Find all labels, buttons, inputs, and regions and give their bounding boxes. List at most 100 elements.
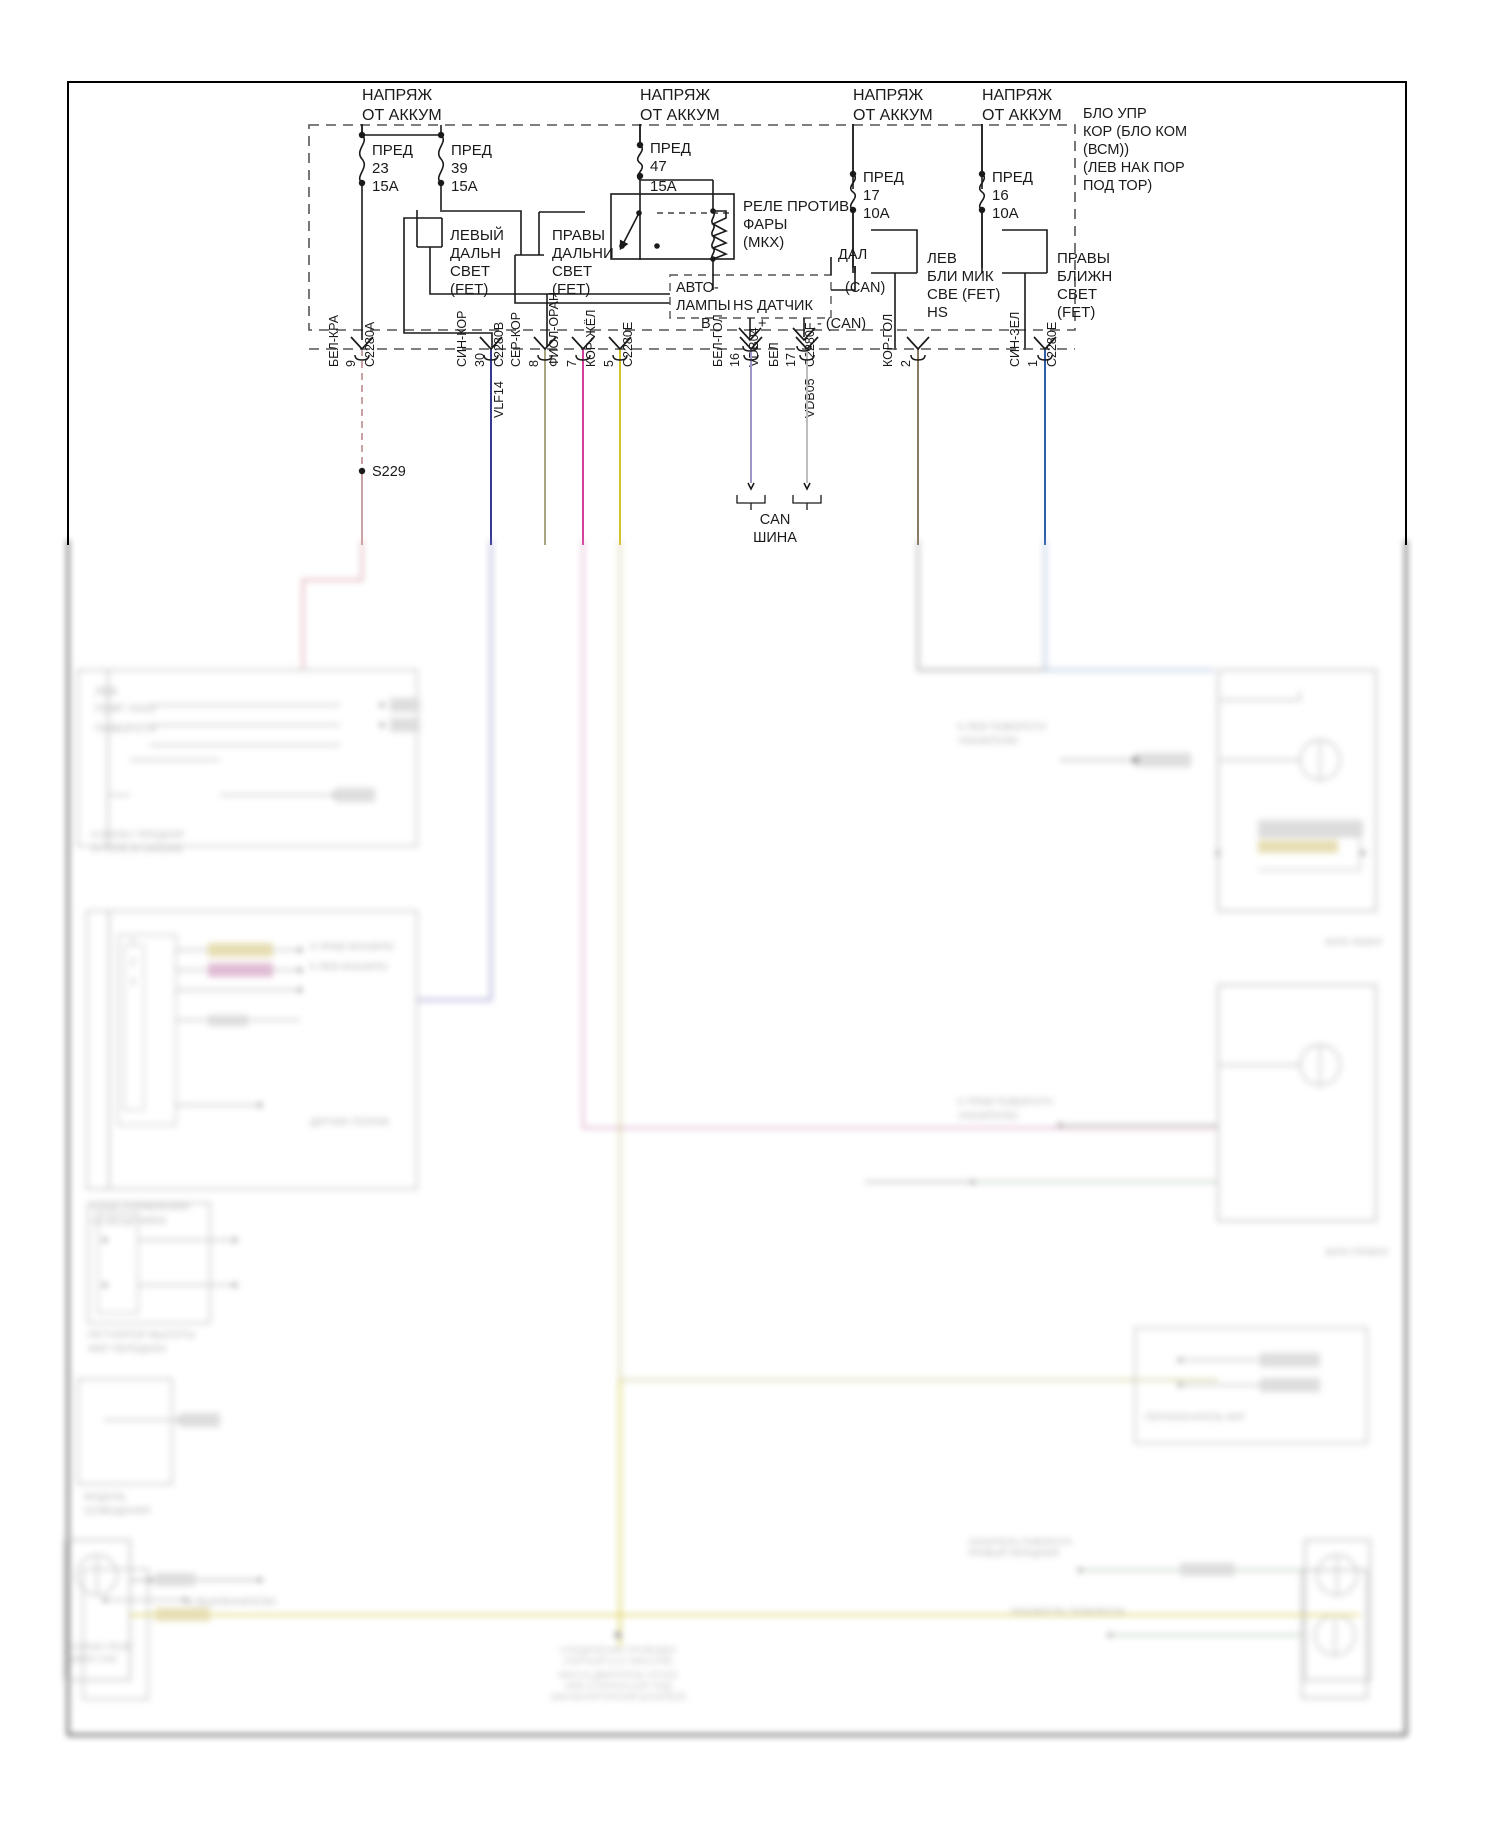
svg-text:2: 2 (130, 957, 136, 968)
svg-text:НАПРЯЖ: НАПРЯЖ (640, 87, 710, 104)
svg-text:30: 30 (473, 353, 487, 367)
svg-text:ПОВОРОТА: ПОВОРОТА (95, 723, 157, 735)
svg-text:ДАЛ: ДАЛ (838, 247, 867, 263)
svg-text:СВЕТ: СВЕТ (450, 263, 490, 280)
svg-text:ШИНА CAN: ШИНА CAN (68, 1654, 117, 1664)
svg-text:ДАЛЬН: ДАЛЬН (450, 245, 501, 262)
svg-text:СЕР-КОР: СЕР-КОР (509, 312, 523, 367)
svg-text:К ЛЕВ ПОВОРОТН: К ЛЕВ ПОВОРОТН (958, 722, 1046, 733)
svg-text:ЛЕВ СТОРОНА КОР ПОД: ЛЕВ СТОРОНА КОР ПОД (565, 1681, 672, 1691)
svg-text:КОР-ГОЛ: КОР-ГОЛ (881, 314, 895, 367)
svg-text:ОТ АККУМ: ОТ АККУМ (853, 107, 933, 124)
svg-text:К БЛОКУ ПРЕДОХР: К БЛОКУ ПРЕДОХР (92, 830, 185, 841)
svg-text:ЛЕВ: ЛЕВ (95, 686, 117, 698)
svg-text:АККУМУЛЯТОРНОЙ БАТАРЕЕЙ: АККУМУЛЯТОРНОЙ БАТАРЕЕЙ (551, 1691, 686, 1702)
svg-text:ПРЕД: ПРЕД (863, 169, 904, 186)
svg-text:S229: S229 (372, 464, 406, 480)
svg-text:(FET): (FET) (1057, 304, 1095, 321)
svg-text:К БЛОКУ РЕЛЕ: К БЛОКУ РЕЛЕ (68, 1642, 132, 1652)
svg-text:17: 17 (863, 187, 880, 204)
svg-text:ПОД ТОР): ПОД ТОР) (1083, 178, 1152, 194)
svg-text:ПРАВЫЙ ПЕРЕДНИЙ: ПРАВЫЙ ПЕРЕДНИЙ (968, 1547, 1059, 1558)
svg-text:К ВЫКЛЮЧАТЕЛЮ: К ВЫКЛЮЧАТЕЛЮ (188, 1597, 276, 1608)
svg-text:НАПРЯЖ: НАПРЯЖ (982, 87, 1052, 104)
svg-text:ПРАВЫ: ПРАВЫ (1057, 250, 1110, 267)
svg-text:HS ДАТЧИК: HS ДАТЧИК (733, 298, 813, 314)
svg-text:РЕЛЕ ПРОТИВ: РЕЛЕ ПРОТИВ (743, 198, 849, 215)
svg-text:УКАЗАТЕЛЬ ПОВОРОТА: УКАЗАТЕЛЬ ПОВОРОТА (968, 1537, 1072, 1547)
svg-text:3: 3 (130, 977, 136, 988)
svg-text:ОТ АККУМ: ОТ АККУМ (362, 107, 442, 124)
svg-text:ПРЕД: ПРЕД (650, 140, 691, 157)
svg-text:К ПРАВ ПОВОРОТН: К ПРАВ ПОВОРОТН (958, 1097, 1053, 1108)
svg-text:(CAN): (CAN) (845, 280, 885, 296)
svg-text:БЕЛ: БЕЛ (767, 342, 781, 367)
svg-text:УКАЗАТЕЛЮ: УКАЗАТЕЛЮ (958, 736, 1018, 747)
svg-text:ФАРА ЛЕВАЯ: ФАРА ЛЕВАЯ (1325, 937, 1382, 947)
svg-text:23: 23 (372, 160, 389, 177)
svg-text:СИН-КОР: СИН-КОР (455, 311, 469, 367)
svg-text:БЛИ МИК: БЛИ МИК (927, 268, 994, 285)
svg-text:СВЕТ: СВЕТ (1057, 286, 1097, 303)
svg-text:КОР (БЛО КОМ: КОР (БЛО КОМ (1083, 124, 1187, 140)
svg-text:7: 7 (565, 360, 579, 367)
svg-text:ПРЕД: ПРЕД (372, 142, 413, 159)
svg-text:15A: 15A (372, 178, 399, 195)
svg-text:(ЧЕРНЫЙ 1) (С МАССОЙ): (ЧЕРНЫЙ 1) (С МАССОЙ) (563, 1655, 673, 1666)
svg-text:(МКХ): (МКХ) (743, 234, 784, 251)
svg-text:9: 9 (344, 360, 358, 367)
svg-text:ОСВЕЩЕНИЯ: ОСВЕЩЕНИЯ (84, 1506, 150, 1517)
svg-text:НАПРЯЖ: НАПРЯЖ (362, 87, 432, 104)
svg-text:15А: 15А (650, 178, 677, 195)
svg-text:ЛЕВЫЙ: ЛЕВЫЙ (450, 226, 504, 244)
svg-text:1: 1 (130, 937, 136, 948)
svg-text:ПОВТ УКАЗ: ПОВТ УКАЗ (95, 703, 155, 715)
svg-text:К ЛЕВ ФОНАРЮ: К ЛЕВ ФОНАРЮ (310, 962, 387, 973)
svg-text:ПРАВЫ: ПРАВЫ (552, 227, 605, 244)
svg-text:VDB05: VDB05 (803, 378, 817, 418)
svg-text:НАПРЯЖ: НАПРЯЖ (853, 87, 923, 104)
svg-text:ФАРЫ: ФАРЫ (743, 216, 787, 233)
svg-text:- (CAN): - (CAN) (817, 316, 866, 332)
svg-text:РЕГУЛЯТОР ВЫСОТЫ: РЕГУЛЯТОР ВЫСОТЫ (88, 1330, 195, 1341)
svg-text:ОСВЕЩЕНИЕМ: ОСВЕЩЕНИЕМ (92, 1216, 166, 1227)
svg-text:ФАРА ПРАВАЯ: ФАРА ПРАВАЯ (1325, 1247, 1388, 1257)
svg-text:СИН-ЗЕЛ: СИН-ЗЕЛ (1008, 312, 1022, 367)
svg-text:СОЕДИНЕНИЕ ПРОВОДКИ: СОЕДИНЕНИЕ ПРОВОДКИ (560, 1645, 675, 1655)
svg-text:КОР-ЖЁЛ: КОР-ЖЁЛ (584, 310, 598, 367)
svg-text:(FET): (FET) (450, 281, 488, 298)
svg-text:УКАЗАТЕЛЬ ПОВОРОТА: УКАЗАТЕЛЬ ПОВОРОТА (1010, 1607, 1125, 1618)
svg-text:СВЕ (FET): СВЕ (FET) (927, 286, 1000, 303)
svg-text:МОДУЛЬ: МОДУЛЬ (84, 1492, 126, 1503)
svg-text:УКАЗАТЕЛЮ: УКАЗАТЕЛЮ (958, 1111, 1018, 1122)
svg-text:ПЕРЕКЛЮЧАТЕЛЬ ФАР: ПЕРЕКЛЮЧАТЕЛЬ ФАР (1145, 1412, 1245, 1422)
svg-text:И РЕЛЕ В САЛОНЕ: И РЕЛЕ В САЛОНЕ (92, 844, 183, 855)
svg-text:ОТ АККУМ: ОТ АККУМ (982, 107, 1062, 124)
svg-text:17: 17 (784, 353, 798, 367)
svg-text:БЕЛ-КРА: БЕЛ-КРА (327, 314, 341, 367)
svg-text:ЛАМПЫ: ЛАМПЫ (676, 298, 731, 314)
svg-text:2: 2 (899, 360, 913, 367)
svg-text:1: 1 (1026, 360, 1040, 367)
svg-text:16: 16 (728, 353, 742, 367)
svg-text:(ЛЕВ НАК ПОР: (ЛЕВ НАК ПОР (1083, 160, 1185, 176)
svg-text:БЛИЖН: БЛИЖН (1057, 268, 1112, 285)
svg-text:ДАТЧИК ПОЛОЖ: ДАТЧИК ПОЛОЖ (310, 1117, 390, 1128)
svg-text:ФИОЛ-ОРАН: ФИОЛ-ОРАН (547, 292, 561, 367)
svg-text:ПРЕД: ПРЕД (992, 169, 1033, 186)
svg-text:16: 16 (992, 187, 1009, 204)
svg-text:CAN: CAN (760, 512, 791, 528)
svg-text:ЛЕВ: ЛЕВ (927, 250, 957, 267)
svg-text:8: 8 (527, 360, 541, 367)
svg-text:БЛО УПР: БЛО УПР (1083, 106, 1147, 122)
svg-text:В: В (701, 316, 711, 332)
svg-text:ДАЛЬНИ: ДАЛЬНИ (552, 245, 614, 262)
svg-text:47: 47 (650, 158, 667, 175)
svg-text:39: 39 (451, 160, 468, 177)
svg-text:(ВСМ)): (ВСМ)) (1083, 142, 1129, 158)
svg-text:5: 5 (602, 360, 616, 367)
svg-text:ОТ АККУМ: ОТ АККУМ (640, 107, 720, 124)
svg-text:HS: HS (927, 304, 948, 321)
svg-text:15A: 15A (451, 178, 478, 195)
svg-text:VLF14: VLF14 (492, 381, 506, 418)
